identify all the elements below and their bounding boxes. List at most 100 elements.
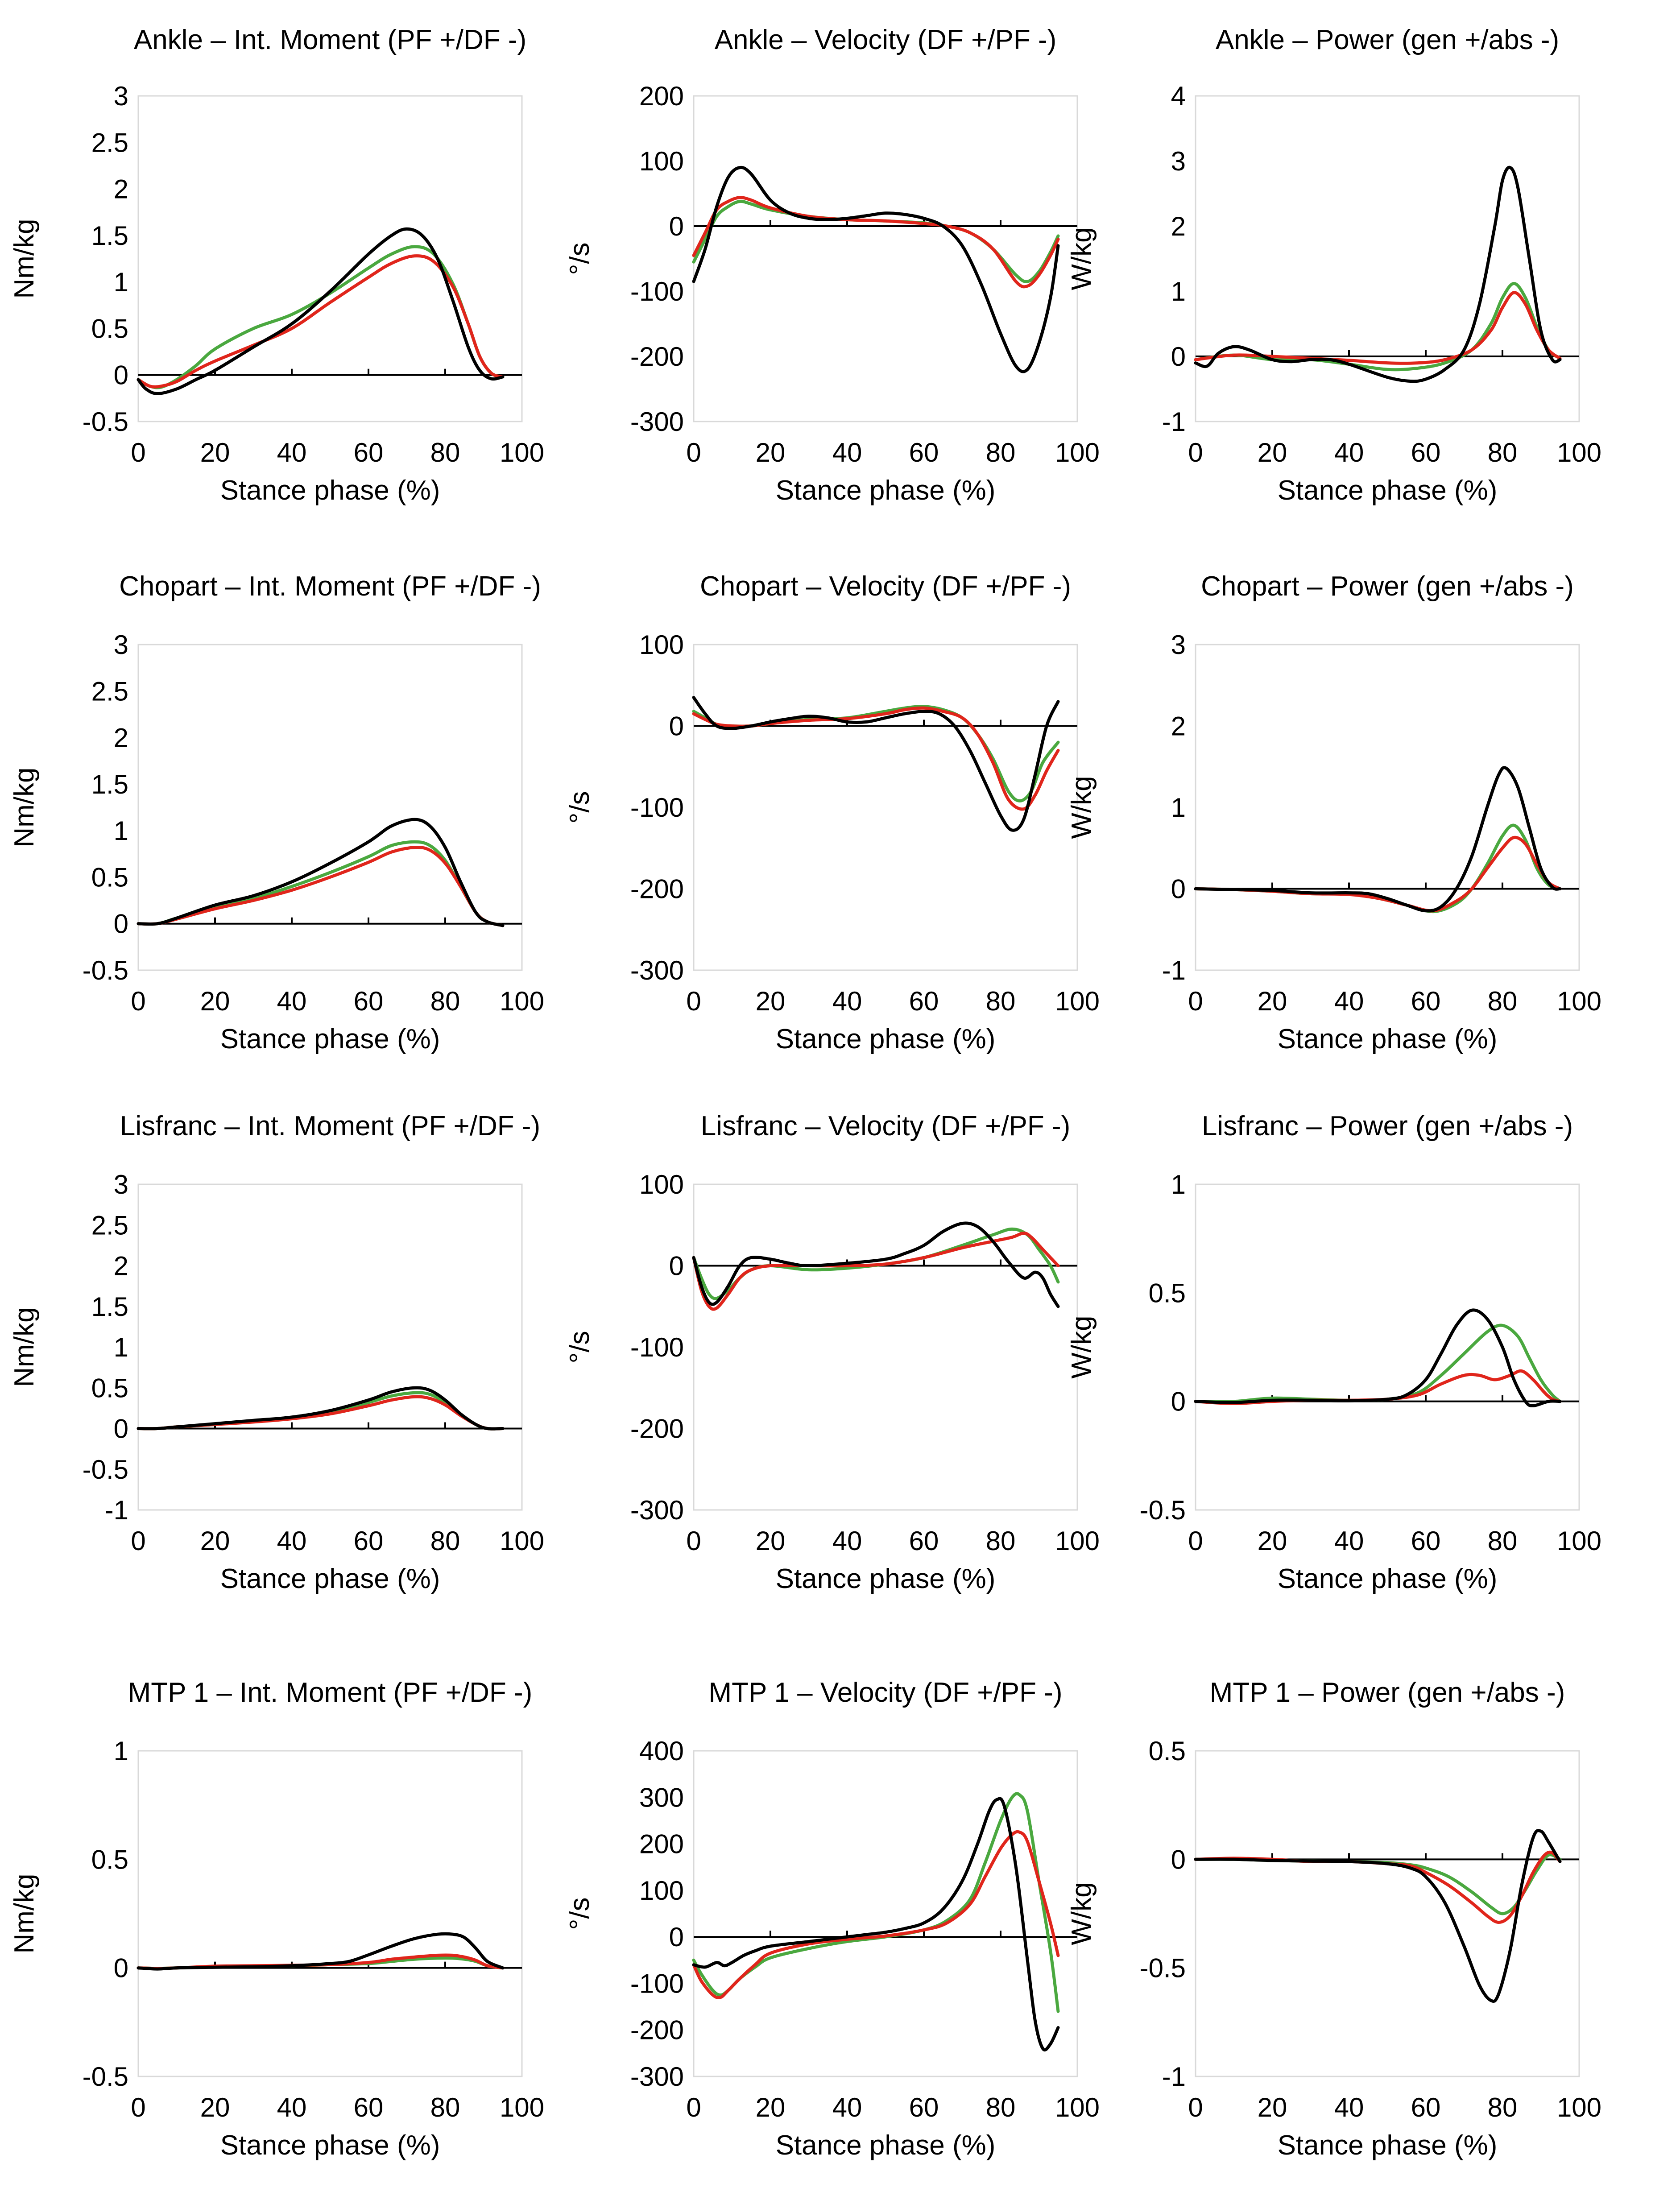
x-tick-label: 20 — [200, 1526, 230, 1556]
y-tick-label: 2.5 — [91, 1210, 128, 1240]
x-tick-label: 60 — [354, 438, 384, 467]
y-tick-label: 400 — [639, 1736, 684, 1766]
x-tick-label: 100 — [1055, 2093, 1100, 2122]
y-axis-title: W/kg — [1066, 227, 1097, 290]
series-line-green — [692, 1792, 1060, 2013]
x-tick-label: 80 — [430, 1526, 460, 1556]
chart-title: Chopart – Power (gen +/abs -) — [1201, 571, 1574, 602]
series-line-black — [1194, 1308, 1562, 1407]
chart-title: MTP 1 – Velocity (DF +/PF -) — [709, 1677, 1063, 1708]
y-tick-label: -100 — [630, 277, 684, 306]
chart-panel-11: MTP 1 – Velocity (DF +/PF -) -300 -200 -100… — [564, 1677, 1100, 2161]
y-axis-title: Nm/kg — [9, 219, 40, 298]
chart-title: Ankle – Power (gen +/abs -) — [1216, 25, 1559, 55]
chart-panel-1: Ankle – Int. Moment (PF +/DF -)-0.500.51… — [9, 25, 544, 506]
x-tick-label: 40 — [277, 2093, 307, 2122]
y-tick-label: 1 — [114, 816, 128, 846]
chart-title: Chopart – Velocity (DF +/PF -) — [700, 571, 1071, 602]
series-line-black — [1194, 766, 1562, 913]
y-tick-label: -200 — [630, 342, 684, 372]
plot-frame — [693, 1183, 1078, 1511]
y-tick-label: -200 — [630, 1414, 684, 1444]
x-tick-label: 20 — [200, 2093, 230, 2122]
x-tick-label: 40 — [832, 986, 862, 1016]
y-tick-label: 2 — [114, 723, 128, 753]
series-line-red — [1194, 291, 1562, 365]
x-tick-label: 100 — [1055, 438, 1100, 467]
x-axis-title: Stance phase (%) — [1278, 1024, 1498, 1055]
series-line-black — [137, 1932, 505, 1971]
y-axis-title: Nm/kg — [9, 767, 40, 847]
y-tick-label: 0.5 — [91, 862, 128, 892]
x-tick-label: 0 — [1188, 2093, 1203, 2122]
x-tick-label: 0 — [686, 1526, 701, 1556]
y-tick-label: 200 — [639, 81, 684, 111]
y-tick-label: -1 — [1162, 407, 1186, 437]
x-tick-label: 80 — [1488, 438, 1518, 467]
y-tick-label: 100 — [639, 1170, 684, 1199]
series-line-green — [1194, 1323, 1562, 1403]
series-line-black — [137, 1386, 505, 1431]
x-tick-label: 20 — [200, 438, 230, 467]
y-tick-label: -200 — [630, 874, 684, 904]
y-tick-label: -0.5 — [1140, 1953, 1186, 1983]
x-tick-label: 40 — [277, 986, 307, 1016]
y-tick-label: -0.5 — [83, 955, 128, 985]
series-line-black — [692, 696, 1060, 832]
y-tick-label: 1.5 — [91, 1292, 128, 1322]
x-tick-label: 100 — [500, 438, 544, 467]
y-tick-label: 1 — [114, 267, 128, 297]
y-tick-label: 0 — [1171, 1844, 1186, 1874]
y-tick-label: 0 — [114, 1953, 128, 1983]
y-tick-label: 3 — [114, 81, 128, 111]
series-line-green — [137, 1391, 505, 1431]
series-line-red — [137, 254, 505, 389]
chart-title: Lisfranc – Velocity (DF +/PF -) — [701, 1111, 1071, 1141]
plot-frame — [137, 1750, 523, 2077]
y-tick-label: -100 — [630, 793, 684, 823]
y-tick-label: 1.5 — [91, 769, 128, 799]
chart-title: Ankle – Int. Moment (PF +/DF -) — [134, 25, 526, 55]
y-tick-label: 0 — [1171, 1387, 1186, 1417]
y-tick-label: 4 — [1171, 81, 1186, 111]
y-tick-label: 0 — [114, 909, 128, 939]
y-tick-label: -300 — [630, 955, 684, 985]
x-axis-title: Stance phase (%) — [776, 2130, 996, 2161]
x-tick-label: 0 — [131, 1526, 145, 1556]
x-tick-label: 40 — [277, 1526, 307, 1556]
x-tick-label: 80 — [430, 2093, 460, 2122]
x-tick-label: 80 — [986, 2093, 1016, 2122]
series-line-black — [1194, 1829, 1562, 2003]
plot-frame — [1195, 644, 1580, 971]
y-axis-title: °/s — [564, 1331, 595, 1363]
x-axis-title: Stance phase (%) — [220, 1563, 440, 1594]
x-tick-label: 0 — [686, 2093, 701, 2122]
x-tick-label: 60 — [909, 2093, 939, 2122]
x-tick-label: 80 — [1488, 2093, 1518, 2122]
x-tick-label: 60 — [1411, 986, 1441, 1016]
y-axis-title: °/s — [564, 242, 595, 275]
x-tick-label: 80 — [986, 1526, 1016, 1556]
chart-title: Lisfranc – Int. Moment (PF +/DF -) — [120, 1111, 540, 1141]
y-tick-label: -0.5 — [83, 1455, 128, 1485]
chart-panel-10: MTP 1 – Int. Moment (PF +/DF -)-0.500.51… — [9, 1677, 544, 2161]
y-tick-label: 1 — [114, 1736, 128, 1766]
chart-title: Lisfranc – Power (gen +/abs -) — [1202, 1111, 1573, 1141]
plot-frame — [137, 95, 523, 422]
x-tick-label: 0 — [686, 438, 701, 467]
y-tick-label: 100 — [639, 1876, 684, 1906]
series-line-black — [692, 165, 1060, 373]
y-tick-label: 1 — [1171, 277, 1186, 306]
x-tick-label: 100 — [500, 986, 544, 1016]
chart-panel-4: Chopart – Int. Moment (PF +/DF -)-0.500.… — [9, 571, 544, 1055]
x-tick-label: 40 — [277, 438, 307, 467]
y-tick-label: 3 — [114, 1170, 128, 1199]
x-tick-label: 100 — [1557, 1526, 1601, 1556]
y-tick-label: -0.5 — [83, 407, 128, 437]
x-tick-label: 0 — [1188, 986, 1203, 1016]
y-tick-label: 2.5 — [91, 676, 128, 706]
x-axis-title: Stance phase (%) — [776, 1024, 996, 1055]
y-axis-title: °/s — [564, 791, 595, 823]
y-tick-label: -1 — [1162, 955, 1186, 985]
y-tick-label: 2 — [114, 174, 128, 204]
